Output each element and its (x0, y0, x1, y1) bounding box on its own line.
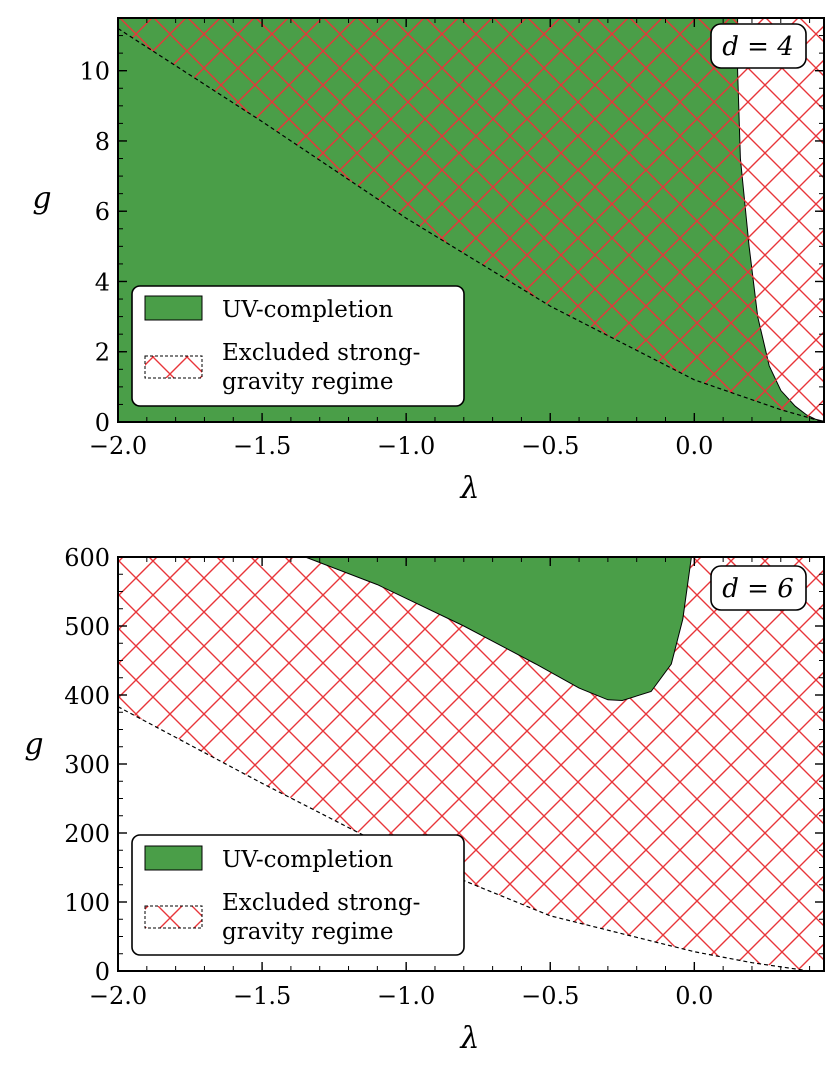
legend-label-excluded-d6-line1: Excluded strong- (222, 890, 420, 916)
axes-d4: −2.0 −1.5 −1.0 −0.5 0.0 0 2 4 6 8 10 (79, 17, 824, 460)
legend-d6: UV-completion Excluded strong- gravity r… (131, 834, 465, 956)
x-tick-label-0-3: −0.5 (521, 432, 579, 460)
y-axis-label-d6: g (24, 727, 43, 762)
x-tick-label-1-3: −0.5 (521, 982, 579, 1010)
y-tick-label-0-3: 6 (95, 198, 110, 226)
x-axis-label-d4: λ (459, 471, 479, 506)
legend-label-excluded-d4-line1: Excluded strong- (222, 340, 420, 366)
panel-label-d4: d = 4 (722, 32, 794, 62)
strong-gravity-boundary-d6 (118, 706, 824, 971)
x-tick-label-1-1: −1.5 (233, 982, 291, 1010)
panel-d6: −2.0 −1.5 −1.0 −0.5 0.0 0 100 200 300 400 500 600 d… (24, 544, 825, 1056)
x-tick-label-0-1: −1.5 (233, 432, 291, 460)
y-tick-label-0-2: 4 (95, 268, 110, 296)
x-axis-label-d6: λ (459, 1021, 479, 1056)
panel-label-d6: d = 6 (722, 574, 794, 604)
y-tick-label-0-1: 2 (95, 339, 110, 367)
legend-d4: UV-completion Excluded strong- gravity r… (131, 285, 465, 407)
y-tick-label-0-0: 0 (95, 409, 110, 437)
legend-swatch-uv-d6 (144, 845, 203, 871)
panel-d4-frame (117, 17, 825, 423)
legend-label-excluded-d6-line2: gravity regime (222, 919, 393, 945)
y-axis-label-d4: g (32, 181, 51, 216)
legend-label-uv-d6: UV-completion (222, 847, 393, 873)
legend-label-excluded-d4-line2: gravity regime (222, 369, 393, 395)
legend-swatch-uv-d4 (144, 295, 203, 321)
legend-swatch-hatch-d4 (144, 355, 203, 379)
x-tick-label-0-4: 0.0 (675, 432, 713, 460)
y-tick-label-1-6: 600 (64, 544, 110, 572)
excluded-strong-gravity-region-d4 (118, 18, 824, 422)
legend-swatch-hatch-d6 (144, 905, 203, 929)
x-tick-label-0-2: −1.0 (377, 432, 435, 460)
y-tick-label-1-3: 300 (64, 751, 110, 779)
panel-badge-d4: d = 4 (710, 23, 807, 69)
y-tick-label-1-2: 200 (64, 820, 110, 848)
panel-badge-d6: d = 6 (710, 565, 807, 611)
x-tick-label-0-0: −2.0 (89, 432, 147, 460)
x-tick-label-1-4: 0.0 (675, 982, 713, 1010)
legend-label-uv-d4: UV-completion (222, 297, 393, 323)
y-tick-label-0-4: 8 (95, 128, 110, 156)
y-tick-label-1-0: 0 (95, 958, 110, 986)
y-tick-label-1-1: 100 (64, 889, 110, 917)
uv-completion-region-d6 (305, 557, 692, 702)
y-tick-label-1-5: 500 (64, 613, 110, 641)
panel-d4: −2.0 −1.5 −1.0 −0.5 0.0 0 2 4 6 8 10 d = 4 UV-comp… (32, 17, 825, 506)
x-tick-label-1-0: −2.0 (89, 982, 147, 1010)
y-tick-label-0-5: 10 (79, 58, 110, 86)
y-tick-label-1-4: 400 (64, 682, 110, 710)
axes-d6: −2.0 −1.5 −1.0 −0.5 0.0 0 100 200 300 400 500 600 (64, 544, 824, 1010)
strong-gravity-boundary-d4 (118, 27, 824, 422)
x-tick-label-1-2: −1.0 (377, 982, 435, 1010)
